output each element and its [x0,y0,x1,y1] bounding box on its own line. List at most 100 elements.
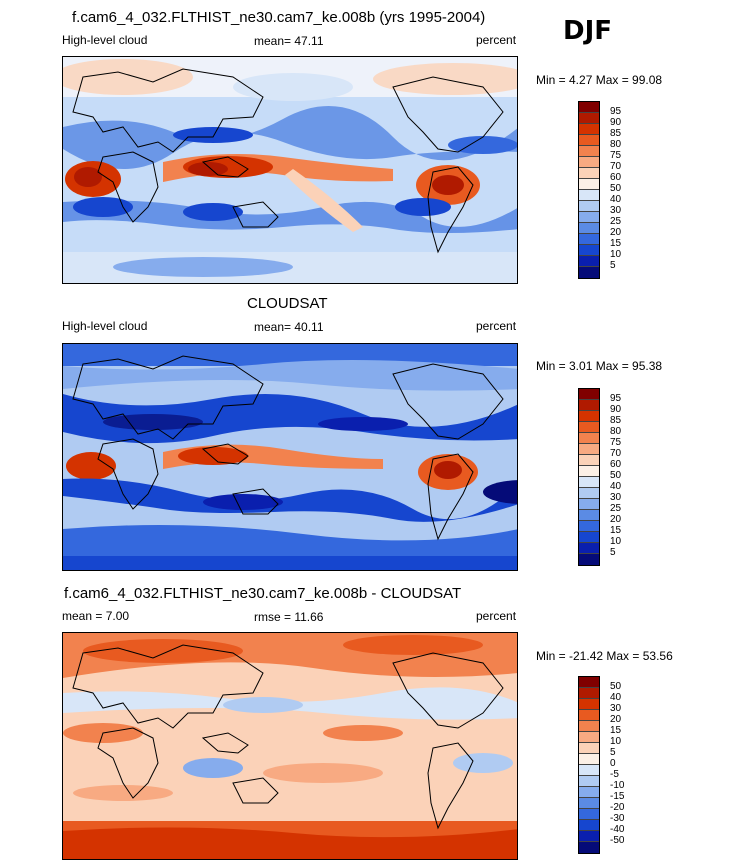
colorbar-tick-label: -10 [610,780,625,791]
colorbar-tick-label: 50 [610,470,622,481]
colorbar-tick-label: -30 [610,813,625,824]
colorbar-swatch [579,190,599,201]
colorbar-tick-label: 25 [610,503,622,514]
colorbar-swatch [579,488,599,499]
colorbar-tick-label: 20 [610,227,622,238]
colorbar-tick-label: 90 [610,117,622,128]
colorbar-swatch [579,732,599,743]
panel2-range-label: Min = 3.01 Max = 95.38 [536,359,663,373]
panel3-colorbar: 50 40 30 20 15 10 5 0 -5 -10 -15 -20 -30 -40 -50 [578,676,624,854]
colorbar-tick-label: 80 [610,139,622,150]
colorbar-swatch [579,677,599,688]
colorbar-tick-label: -50 [610,835,625,846]
colorbar-swatch [579,223,599,234]
colorbar-tick-label: 70 [610,161,622,172]
colorbar-tick-label: 30 [610,703,622,714]
colorbar-swatch [579,455,599,466]
colorbar-swatch [579,798,599,809]
colorbar-swatch [579,124,599,135]
colorbar-swatch [579,212,599,223]
colorbar-swatch [579,499,599,510]
colorbar-swatch [579,842,599,853]
colorbar-swatch [579,532,599,543]
colorbar-swatch [579,135,599,146]
colorbar-tick-label: 15 [610,725,622,736]
model-title: f.cam6_4_032.FLTHIST_ne30.cam7_ke.008b (… [72,9,486,26]
colorbar-tick-label: 80 [610,426,622,437]
colorbar-swatch [579,521,599,532]
cloudsat-cloud-map [62,343,518,571]
cloudsat-cloud-map-plot [63,344,517,570]
difference-cloud-map-plot [63,633,517,859]
colorbar-swatch [579,267,599,278]
colorbar-tick-label: -15 [610,791,625,802]
colorbar-tick-label: 95 [610,106,622,117]
colorbar-tick-label: 10 [610,249,622,260]
colorbar-swatch [579,157,599,168]
colorbar-tick-label: 20 [610,514,622,525]
colorbar-swatch [579,179,599,190]
colorbar-tick-label: 60 [610,459,622,470]
colorbar-tick-label: 40 [610,692,622,703]
model-cloud-map-plot [63,57,517,283]
colorbar-tick-label: 0 [610,758,616,769]
colorbar-swatch [579,831,599,842]
colorbar-tick-label: -20 [610,802,625,813]
colorbar-tick-label: -5 [610,769,619,780]
panel3-mean-label: mean = 7.00 [62,609,130,623]
colorbar-tick-label: 85 [610,415,622,426]
colorbar-swatch [579,433,599,444]
panel2-variable-label: High-level cloud [62,319,148,333]
colorbar-tick-label: 40 [610,481,622,492]
colorbar-tick-label: 50 [610,681,622,692]
colorbar-tick-label: 70 [610,448,622,459]
colorbar-tick-label: 60 [610,172,622,183]
colorbar-swatch [579,168,599,179]
panel2-colorbar: 95 90 85 80 75 70 60 50 40 30 25 20 15 10 5 [578,388,621,566]
colorbar-swatch [579,411,599,422]
colorbar-tick-label: 75 [610,150,622,161]
colorbar-tick-label: 15 [610,238,622,249]
colorbar-swatch [579,543,599,554]
colorbar-tick-label: 25 [610,216,622,227]
colorbar-tick-label: 40 [610,194,622,205]
difference-cloud-map [62,632,518,860]
colorbar-swatch [579,146,599,157]
panel1-range-label: Min = 4.27 Max = 99.08 [536,73,663,87]
colorbar-swatch [579,102,599,113]
panel1-mean-label: mean= 47.11 [254,34,324,48]
colorbar-tick-label: 85 [610,128,622,139]
colorbar-swatch [579,721,599,732]
colorbar-swatch [579,201,599,212]
panel1-units-label: percent [476,33,517,47]
panel2-colorbar-swatches [578,388,600,566]
panel1-colorbar: 95 90 85 80 75 70 60 50 40 30 25 20 15 10 5 [578,101,621,279]
colorbar-tick-label: 95 [610,393,622,404]
colorbar-swatch [579,787,599,798]
panel1-colorbar-swatches [578,101,600,279]
colorbar-tick-label: 30 [610,492,622,503]
obs-title: CLOUDSAT [247,295,328,312]
panel3-colorbar-swatches [578,676,600,854]
panel1-variable-label: High-level cloud [62,33,148,47]
panel2-units-label: percent [476,319,517,333]
colorbar-tick-label: 30 [610,205,622,216]
panel3-units-label: percent [476,609,517,623]
colorbar-swatch [579,245,599,256]
colorbar-swatch [579,422,599,433]
colorbar-swatch [579,688,599,699]
diff-title: f.cam6_4_032.FLTHIST_ne30.cam7_ke.008b -… [64,585,462,602]
colorbar-tick-label: 75 [610,437,622,448]
season-label: DJF [563,16,613,46]
colorbar-swatch [579,444,599,455]
colorbar-swatch [579,765,599,776]
colorbar-tick-label: 5 [610,747,616,758]
colorbar-swatch [579,400,599,411]
colorbar-swatch [579,477,599,488]
colorbar-tick-label: 10 [610,736,622,747]
colorbar-swatch [579,113,599,124]
panel3-range-label: Min = -21.42 Max = 53.56 [536,649,673,663]
colorbar-tick-label: 10 [610,536,622,547]
colorbar-swatch [579,776,599,787]
panel3-rmse-label: rmse = 11.66 [254,610,324,624]
